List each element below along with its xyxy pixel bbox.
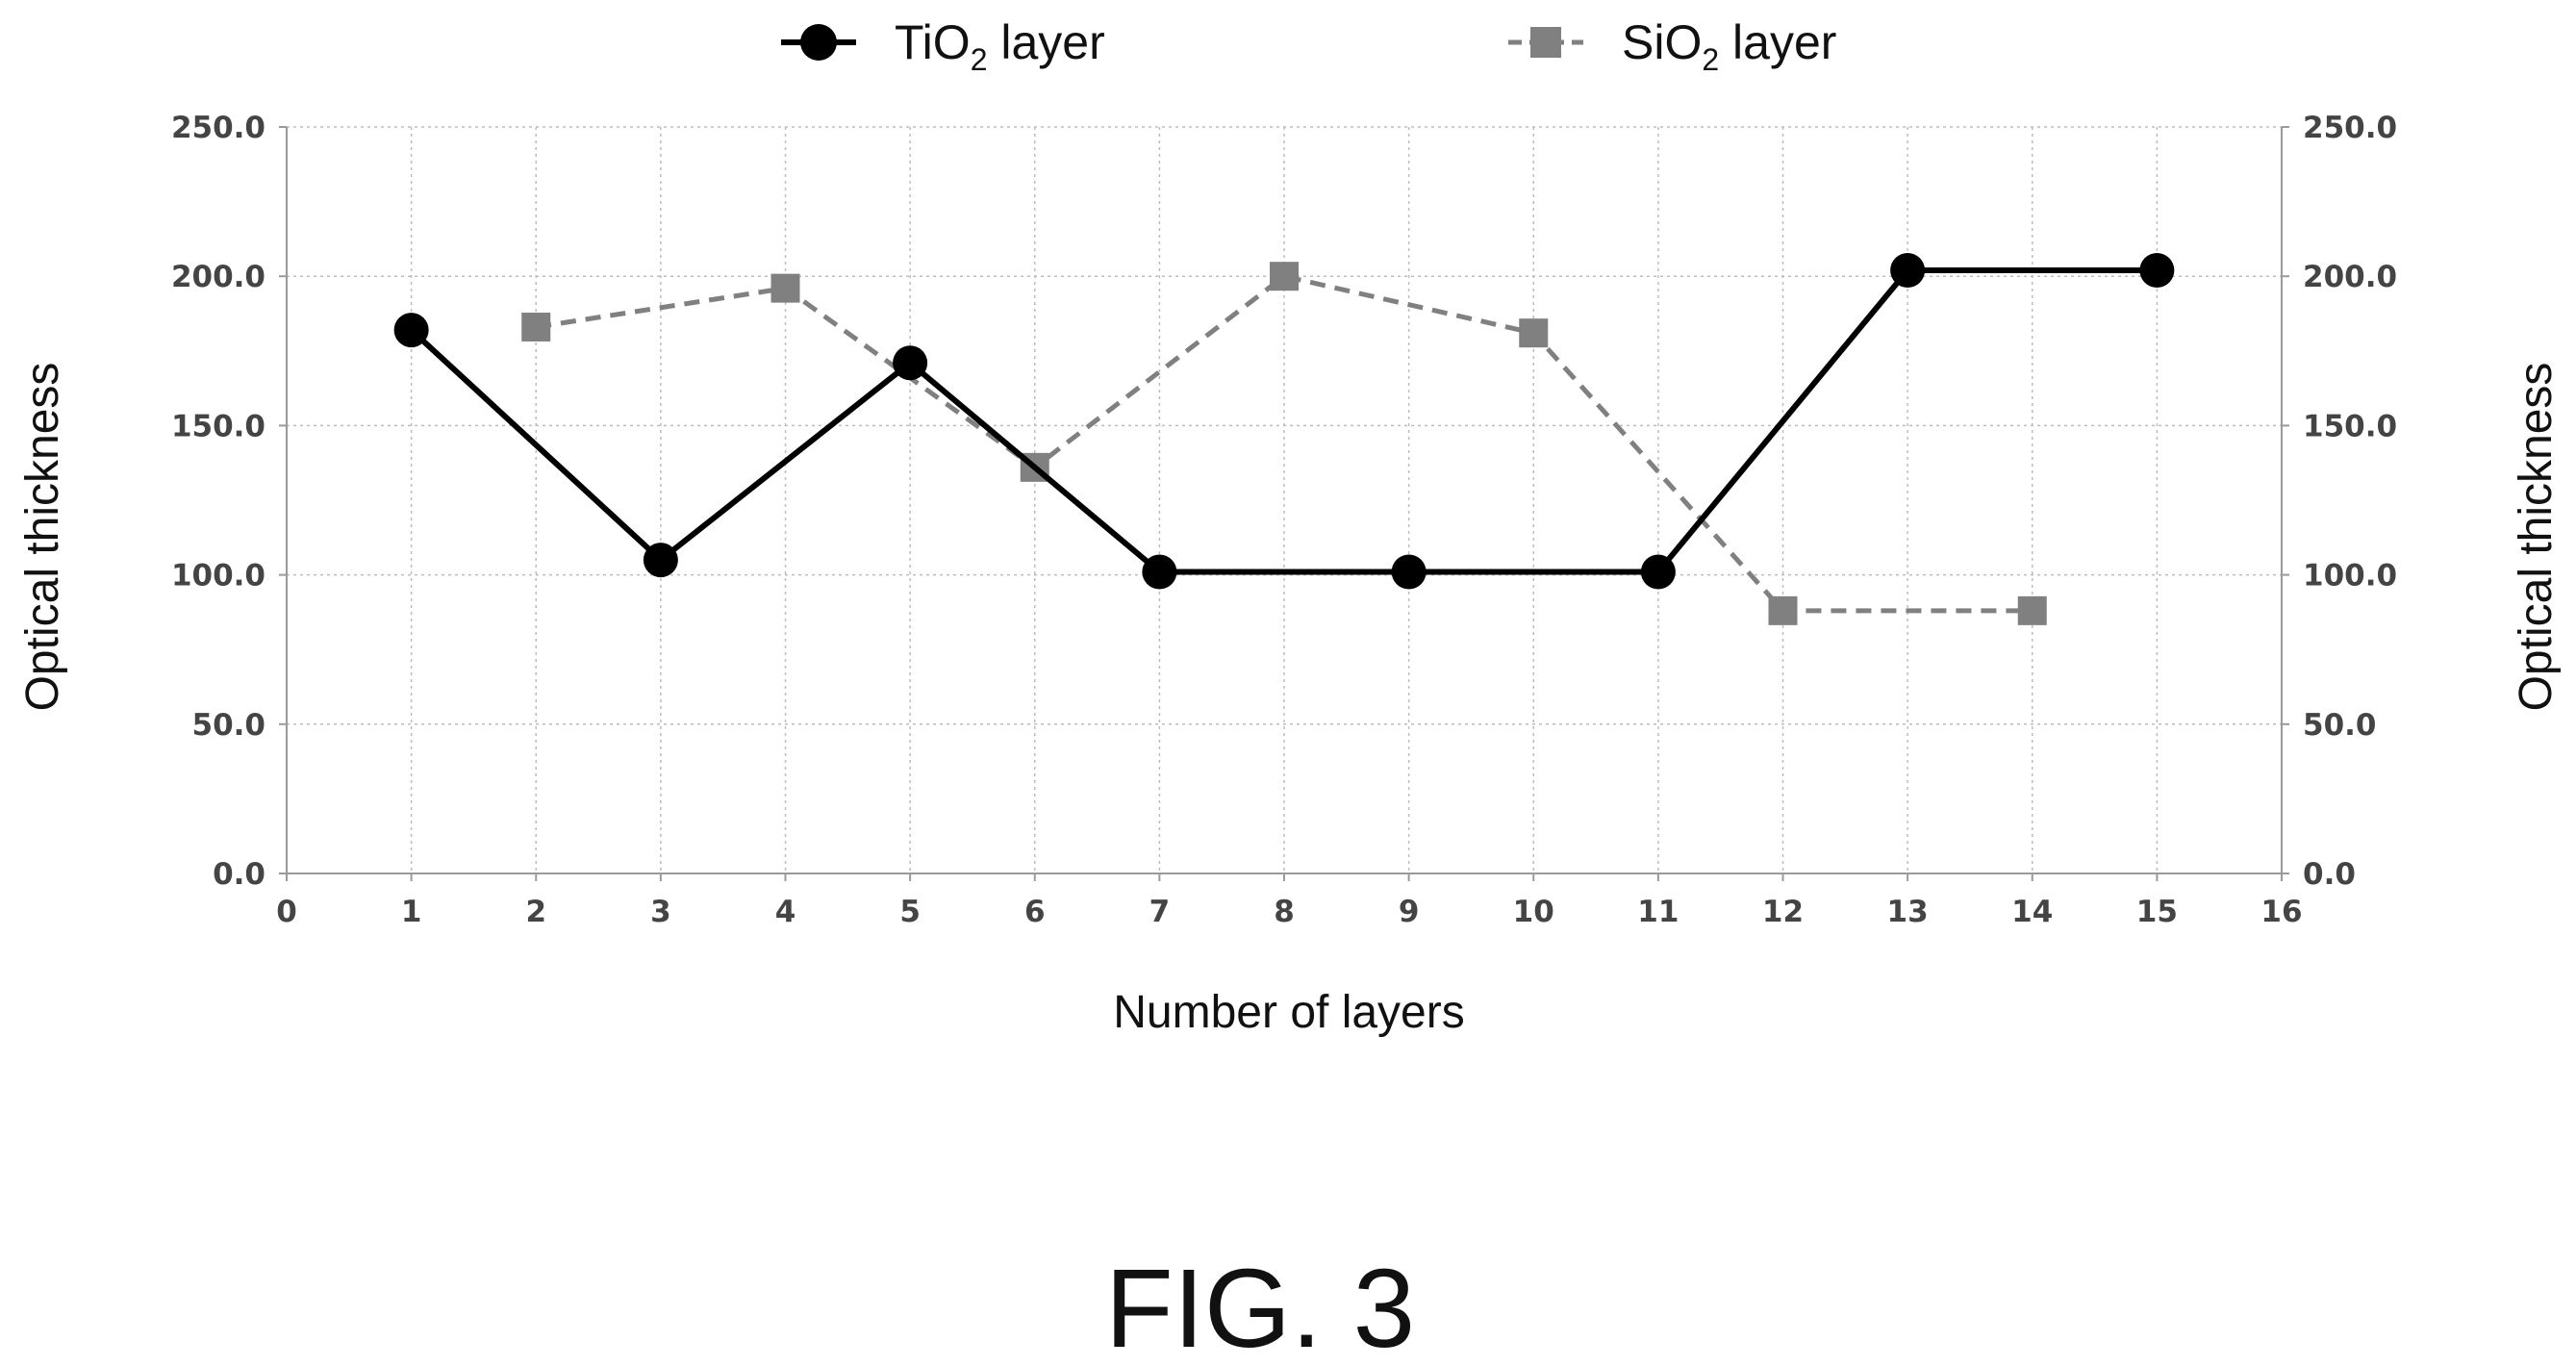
y-tick-label-left: 50.0 <box>192 708 266 743</box>
sio2-data-point <box>1270 262 1299 291</box>
tio2-data-point <box>2139 252 2175 288</box>
series-plot <box>393 252 2175 625</box>
x-tick-label: 9 <box>1399 895 1420 929</box>
y-tick-label-right: 100.0 <box>2303 559 2397 594</box>
y-tick-label-left: 150.0 <box>171 409 265 443</box>
tio2-data-point <box>1890 252 1926 288</box>
y-tick-label-left: 100.0 <box>171 559 265 594</box>
x-tick-label: 15 <box>2136 895 2178 929</box>
x-tick-label: 16 <box>2260 895 2302 929</box>
y-tick-label-left: 200.0 <box>171 260 265 294</box>
x-tick-label: 7 <box>1149 895 1171 929</box>
x-tick-label: 13 <box>1887 895 1929 929</box>
y-tick-label-right: 50.0 <box>2303 708 2377 743</box>
x-axis-title: Number of layers <box>1113 987 1464 1038</box>
x-tick-label: 14 <box>2011 895 2053 929</box>
tio2-data-point <box>1391 554 1427 590</box>
y-tick-label-right: 250.0 <box>2303 111 2397 145</box>
tio2-series-line <box>409 266 2158 575</box>
y-tick-label-left: 0.0 <box>213 857 265 892</box>
x-tick-label: 3 <box>650 895 671 929</box>
y-tick-label-right: 200.0 <box>2303 260 2397 294</box>
sio2-legend-marker <box>1530 27 1561 58</box>
sio2-data-point <box>1768 595 1798 625</box>
sio2-legend-label: SiO2 layer <box>1622 15 1836 77</box>
sio2-data-point <box>770 273 800 303</box>
y-axis-title-right: Optical thickness <box>2511 363 2562 712</box>
y-tick-label-right: 0.0 <box>2303 857 2356 892</box>
x-tick-label: 4 <box>775 895 796 929</box>
x-tick-label: 11 <box>1637 895 1679 929</box>
x-tick-label: 0 <box>276 895 297 929</box>
tio2-data-point <box>893 345 928 381</box>
y-axis-title-left: Optical thickness <box>17 363 68 712</box>
sio2-data-point <box>521 312 551 342</box>
x-tick-label: 12 <box>1762 895 1804 929</box>
tio2-data-point <box>393 313 429 348</box>
x-tick-label: 1 <box>401 895 422 929</box>
legend: TiO2 layer SiO2 layer <box>781 15 1836 77</box>
y-tick-label-left: 250.0 <box>171 111 265 145</box>
grid <box>287 126 2282 873</box>
x-tick-label: 5 <box>899 895 921 929</box>
sio2-data-point <box>1519 318 1549 348</box>
x-tick-label: 2 <box>525 895 546 929</box>
sio2-data-point <box>2017 595 2047 625</box>
tio2-data-point <box>1640 554 1676 590</box>
x-tick-label: 6 <box>1024 895 1046 929</box>
tio2-legend-marker <box>800 24 837 61</box>
y-tick-label-right: 150.0 <box>2303 409 2397 443</box>
tio2-data-point <box>1142 554 1177 590</box>
figure-caption: FIG. 3 <box>1105 1246 1415 1366</box>
tio2-legend-label: TiO2 layer <box>895 15 1105 77</box>
axes: 0.0 0.0 50.0 50.0 100.0 100.0 150.0 150.0 200.0 2… <box>171 111 2397 929</box>
x-tick-label: 10 <box>1513 895 1554 929</box>
x-tick-label: 8 <box>1274 895 1295 929</box>
tio2-data-point <box>643 543 678 578</box>
